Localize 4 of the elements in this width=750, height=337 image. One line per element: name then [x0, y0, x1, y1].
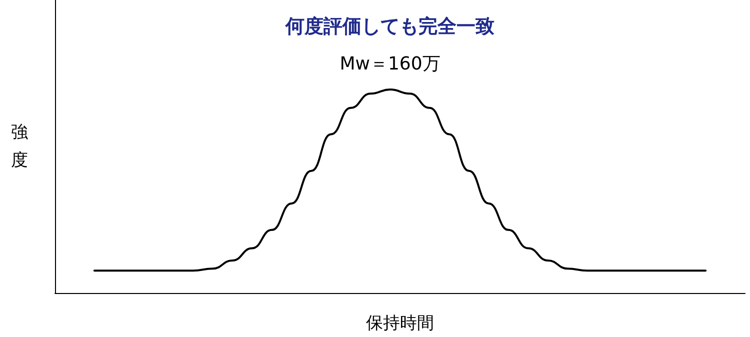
chart-title: 何度評価しても完全一致 [284, 16, 494, 38]
y-axis-title: 強度 [11, 122, 28, 170]
x-axis-title: 保持時間 [366, 314, 434, 334]
chart-subtitle: Mw＝160万 [340, 54, 440, 74]
